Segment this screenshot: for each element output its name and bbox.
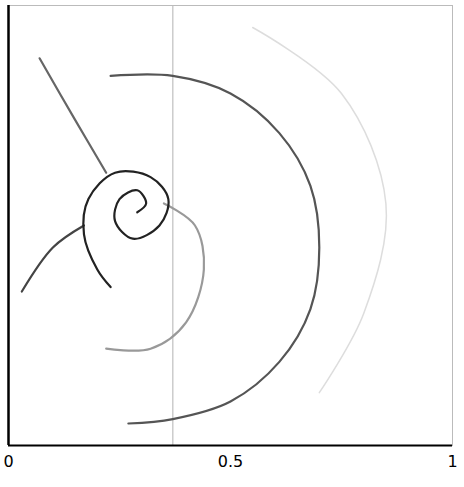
- svg-text:1: 1: [447, 452, 457, 471]
- svg-text:0: 0: [3, 452, 13, 471]
- svg-text:0.5: 0.5: [218, 452, 243, 471]
